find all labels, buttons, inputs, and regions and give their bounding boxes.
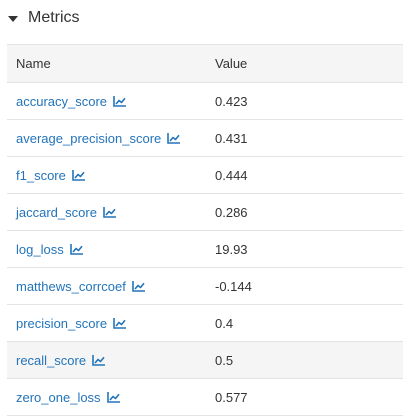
metrics-table: Name Value accuracy_score 0.423 average_pr…	[7, 44, 403, 416]
metric-value: 0.577	[206, 378, 403, 416]
metric-name: matthews_corrcoef	[16, 278, 126, 294]
metric-value: 0.444	[206, 156, 403, 194]
table-row: accuracy_score 0.423	[7, 82, 403, 120]
metric-name-cell: precision_score	[7, 304, 206, 342]
metric-value: 19.93	[206, 230, 403, 268]
metrics-section-toggle[interactable]: Metrics	[8, 5, 80, 31]
metric-name-cell: f1_score	[7, 156, 206, 194]
line-chart-icon	[72, 169, 85, 181]
metric-name: log_loss	[16, 241, 64, 257]
table-row: zero_one_loss 0.577	[7, 378, 403, 416]
metric-name-cell: log_loss	[7, 230, 206, 268]
metric-name-cell: matthews_corrcoef	[7, 267, 206, 305]
metric-name-cell: average_precision_score	[7, 119, 206, 157]
metric-value: 0.5	[206, 341, 403, 379]
value-column-header: Value	[206, 44, 403, 83]
table-row: recall_score 0.5	[7, 341, 403, 379]
table-row: f1_score 0.444	[7, 156, 403, 194]
metric-value: 0.286	[206, 193, 403, 231]
metric-link[interactable]: jaccard_score	[16, 205, 116, 220]
line-chart-icon	[106, 391, 120, 403]
table-header-row: Name Value	[7, 44, 403, 83]
metric-name-cell: recall_score	[7, 341, 206, 379]
metric-name: jaccard_score	[16, 204, 97, 220]
metric-link[interactable]: accuracy_score	[16, 93, 127, 109]
metric-value: 0.423	[206, 82, 403, 120]
metric-name: precision_score	[16, 315, 108, 331]
metric-link[interactable]: zero_one_loss	[16, 390, 120, 405]
metric-value: 0.431	[206, 119, 403, 157]
metric-link[interactable]: recall_score	[16, 352, 106, 368]
table-row: average_precision_score 0.431	[7, 119, 403, 157]
table-row: precision_score 0.4	[7, 304, 403, 342]
line-chart-icon	[69, 243, 83, 255]
metrics-table-body: accuracy_score 0.423 average_precision_sco…	[7, 82, 403, 416]
metric-value: 0.4	[206, 304, 403, 342]
metric-name-cell: zero_one_loss	[7, 378, 206, 416]
line-chart-icon	[103, 206, 116, 218]
section-title: Metrics	[28, 9, 80, 26]
line-chart-icon	[113, 317, 127, 329]
metric-name: accuracy_score	[16, 93, 108, 109]
metric-name: average_precision_score	[16, 130, 162, 146]
table-row: log_loss 19.93	[7, 230, 403, 268]
metric-name: recall_score	[16, 352, 87, 368]
metric-link[interactable]: matthews_corrcoef	[16, 279, 145, 294]
line-chart-icon	[132, 280, 145, 292]
metric-name-cell: accuracy_score	[7, 82, 206, 120]
line-chart-icon	[113, 95, 127, 107]
caret-down-icon	[8, 15, 18, 22]
metric-link[interactable]: average_precision_score	[16, 130, 181, 146]
table-row: jaccard_score 0.286	[7, 193, 403, 231]
name-column-header: Name	[7, 44, 206, 83]
metric-name-cell: jaccard_score	[7, 193, 206, 231]
metric-link[interactable]: precision_score	[16, 315, 127, 331]
metric-link[interactable]: f1_score	[16, 168, 85, 183]
line-chart-icon	[167, 132, 181, 144]
table-row: matthews_corrcoef -0.144	[7, 267, 403, 305]
metric-value: -0.144	[206, 267, 403, 305]
line-chart-icon	[92, 354, 106, 366]
metric-link[interactable]: log_loss	[16, 242, 83, 257]
metric-name: zero_one_loss	[16, 389, 101, 405]
metric-name: f1_score	[16, 167, 66, 183]
